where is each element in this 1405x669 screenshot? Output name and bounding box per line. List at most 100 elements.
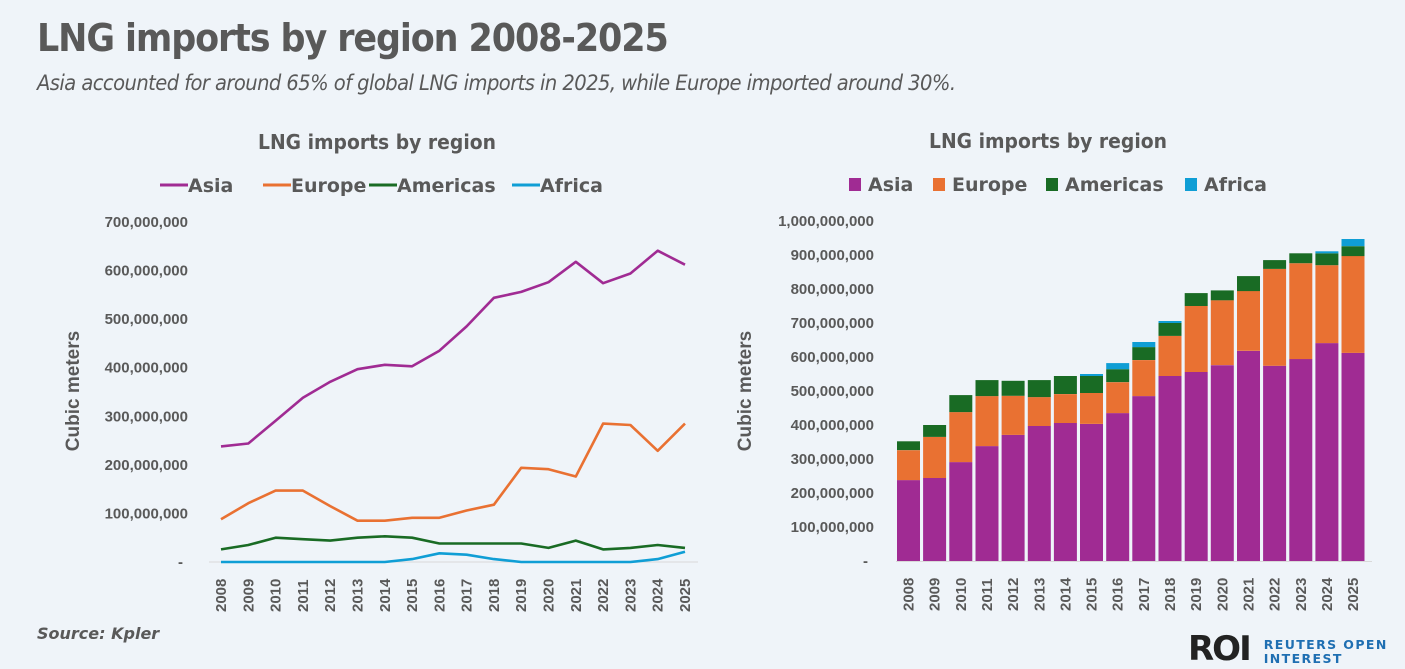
- x-tick-label: 2013: [349, 579, 366, 612]
- bar-stack-2023: [1289, 253, 1312, 561]
- bar-segment-americas: [1237, 276, 1260, 291]
- y-tick-label: 300,000,000: [791, 451, 874, 468]
- bar-stack-2017: [1132, 342, 1155, 561]
- legend-label-africa: Africa: [1204, 174, 1267, 196]
- bar-segment-africa: [1132, 342, 1155, 347]
- bar-segment-europe: [1185, 306, 1208, 372]
- bar-segment-americas: [1028, 380, 1051, 397]
- legend-label-europe: Europe: [291, 175, 366, 197]
- y-tick-label: 900,000,000: [791, 247, 874, 264]
- bar-stack-2022: [1263, 260, 1286, 561]
- bar-stack-2021: [1237, 276, 1260, 561]
- x-tick-label: 2011: [979, 578, 996, 611]
- bar-stack-2019: [1185, 293, 1208, 561]
- bar-segment-africa: [1342, 239, 1365, 246]
- bar-segment-asia: [1263, 366, 1286, 561]
- x-tick-label: 2024: [1319, 577, 1336, 611]
- x-tick-label: 2025: [1345, 578, 1362, 611]
- bar-segment-europe: [1106, 382, 1129, 413]
- bar-chart-bars: [897, 239, 1365, 561]
- x-tick-label: 2021: [1240, 578, 1257, 611]
- legend-label-asia: Asia: [868, 174, 913, 196]
- x-tick-label: 2024: [650, 578, 667, 612]
- y-tick-label: 600,000,000: [105, 263, 188, 280]
- roi-logo-line2: INTEREST: [1264, 652, 1388, 666]
- bar-chart-y-axis-title: Cubic meters: [735, 331, 756, 451]
- y-tick-label: 700,000,000: [791, 315, 874, 332]
- roi-logo: ROI REUTERS OPEN INTEREST: [1188, 632, 1388, 666]
- bar-segment-americas: [949, 395, 972, 412]
- bar-segment-asia: [1211, 365, 1234, 561]
- bar-segment-europe: [1315, 265, 1338, 343]
- x-tick-label: 2009: [240, 579, 257, 612]
- bar-segment-europe: [1263, 269, 1286, 366]
- bar-segment-americas: [1002, 381, 1025, 396]
- x-tick-label: 2017: [459, 579, 476, 612]
- bar-segment-africa: [1080, 374, 1103, 376]
- bar-segment-europe: [1289, 263, 1312, 359]
- bar-segment-americas: [1080, 376, 1103, 393]
- roi-logo-text: REUTERS OPEN INTEREST: [1264, 632, 1388, 666]
- source-note: Source: Kpler: [37, 624, 159, 643]
- series-line-americas: [221, 536, 685, 549]
- legend-swatch-asia: [849, 178, 861, 191]
- bar-stack-2013: [1028, 380, 1051, 561]
- x-tick-label: 2025: [677, 579, 694, 612]
- bar-segment-asia: [1342, 353, 1365, 561]
- x-tick-label: 2015: [404, 579, 421, 612]
- bar-chart-title: LNG imports by region: [929, 129, 1167, 153]
- bar-segment-asia: [1315, 343, 1338, 561]
- bar-segment-asia: [923, 478, 946, 561]
- bar-segment-europe: [1028, 397, 1051, 426]
- y-tick-label: 600,000,000: [791, 349, 874, 366]
- line-chart-title: LNG imports by region: [258, 130, 496, 154]
- bar-segment-asia: [1237, 351, 1260, 561]
- bar-segment-asia: [1159, 376, 1182, 561]
- y-tick-label: -: [863, 553, 868, 570]
- bar-segment-europe: [976, 396, 999, 446]
- bar-segment-asia: [1106, 413, 1129, 561]
- y-tick-label: 1,000,000,000: [778, 213, 874, 230]
- line-chart-y-axis-title: Cubic meters: [63, 331, 84, 451]
- legend-label-americas: Americas: [397, 175, 496, 197]
- y-tick-label: 200,000,000: [105, 457, 188, 474]
- bar-segment-africa: [1106, 363, 1129, 369]
- bar-stack-2025: [1342, 239, 1365, 561]
- bar-stack-2015: [1080, 374, 1103, 561]
- x-tick-label: 2016: [1110, 578, 1127, 611]
- line-chart-y-axis: -100,000,000200,000,000300,000,000400,00…: [105, 214, 188, 571]
- x-tick-label: 2010: [268, 579, 285, 612]
- legend-swatch-africa: [1185, 178, 1197, 191]
- y-tick-label: -: [178, 554, 183, 571]
- bar-segment-europe: [1159, 336, 1182, 376]
- bar-segment-asia: [1132, 396, 1155, 561]
- bar-segment-europe: [1080, 393, 1103, 424]
- y-tick-label: 700,000,000: [105, 214, 188, 231]
- x-tick-label: 2020: [541, 579, 558, 612]
- bar-stack-2009: [923, 425, 946, 561]
- x-tick-label: 2015: [1084, 578, 1101, 611]
- bar-segment-americas: [976, 380, 999, 396]
- x-tick-label: 2012: [1005, 578, 1022, 611]
- y-tick-label: 300,000,000: [105, 408, 188, 425]
- roi-logo-mark: ROI: [1188, 632, 1250, 666]
- bar-segment-europe: [1342, 256, 1365, 353]
- x-tick-label: 2010: [953, 578, 970, 611]
- x-tick-label: 2018: [486, 579, 503, 612]
- bar-stack-2018: [1159, 321, 1182, 561]
- bar-segment-europe: [923, 437, 946, 478]
- x-tick-label: 2014: [1057, 577, 1074, 611]
- bar-segment-europe: [1211, 300, 1234, 365]
- bar-segment-europe: [1132, 360, 1155, 396]
- bar-segment-americas: [1289, 253, 1312, 263]
- y-tick-label: 500,000,000: [791, 383, 874, 400]
- x-tick-label: 2019: [513, 579, 530, 612]
- bar-segment-europe: [949, 412, 972, 462]
- x-tick-label: 2019: [1188, 578, 1205, 611]
- bar-stack-2011: [976, 380, 999, 561]
- bar-stack-2020: [1211, 290, 1234, 561]
